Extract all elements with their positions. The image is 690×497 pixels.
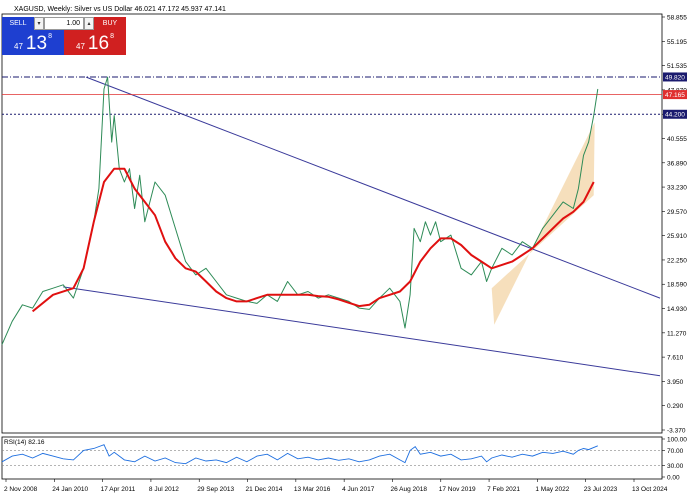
x-tick-label: 26 Aug 2018 [390, 486, 427, 493]
trendline-1 [85, 76, 661, 299]
buy-price-prefix: 47 [76, 42, 85, 51]
y-tick-label: 22.250 [667, 257, 687, 264]
y-tick-label: 25.910 [667, 233, 687, 240]
rsi-label: RSI(14) 82.16 [4, 439, 45, 446]
price-label-box [663, 90, 687, 100]
y-tick-label: 14.930 [667, 306, 687, 313]
y-tick-label: 40.555 [667, 136, 687, 143]
rsi-y-tick-label: 100.00 [667, 437, 687, 444]
x-tick-label: 2 Nov 2008 [4, 486, 38, 493]
price-line [1, 76, 599, 345]
buy-price-pips: 16 [87, 33, 110, 54]
price-label-box [663, 109, 687, 119]
sell-price-pips: 13 [25, 33, 48, 54]
rising-channel-area [491, 122, 595, 325]
x-tick-label: 17 Apr 2011 [101, 486, 136, 493]
buy-price-button[interactable]: 47 16 8 [64, 30, 126, 55]
rsi-y-tick-label: 30.00 [667, 463, 684, 470]
x-tick-label: 17 Nov 2019 [439, 486, 476, 493]
sell-price-prefix: 47 [14, 42, 23, 51]
x-tick-label: 13 Oct 2024 [632, 486, 668, 493]
lot-increase-icon[interactable]: ▴ [84, 17, 94, 30]
rsi-line [1, 444, 598, 465]
moving-average-line [31, 167, 595, 313]
buy-button[interactable]: BUY [94, 17, 126, 30]
lot-decrease-icon[interactable]: ▾ [34, 17, 44, 30]
main-plot-frame [1, 13, 663, 434]
y-tick-label: 29.570 [667, 209, 687, 216]
x-tick-label: 7 Feb 2021 [487, 486, 520, 493]
x-tick-label: 8 Jul 2012 [149, 486, 179, 493]
x-tick-label: 4 Jun 2017 [342, 486, 375, 493]
x-tick-label: 29 Sep 2013 [197, 486, 234, 493]
sell-price-button[interactable]: 47 13 8 [2, 30, 64, 55]
sell-price-point: 8 [48, 33, 52, 40]
one-click-trading-panel: SELL ▾ 1.00 ▴ BUY 47 13 8 47 16 8 [2, 17, 126, 55]
buy-price-point: 8 [110, 33, 114, 40]
rsi-y-tick-label: 70.00 [667, 448, 684, 455]
x-tick-label: 1 May 2022 [535, 486, 569, 493]
rsi-plot-frame [1, 436, 663, 480]
trendline-2 [63, 286, 661, 377]
y-tick-label: 36.890 [667, 160, 687, 167]
rsi-y-tick-label: 0.00 [667, 475, 680, 482]
y-tick-label: 7.610 [667, 355, 684, 362]
y-tick-label: 18.590 [667, 282, 687, 289]
x-tick-label: 13 Mar 2016 [294, 486, 331, 493]
y-tick-label: 51.535 [667, 63, 687, 70]
x-tick-label: 24 Jan 2010 [52, 486, 88, 493]
y-tick-label: 55.195 [667, 39, 687, 46]
y-tick-label: 11.270 [667, 330, 687, 337]
y-tick-label: 3.950 [667, 379, 684, 386]
chart-title: XAGUSD, Weekly: Silver vs US Dollar 46.0… [14, 6, 226, 13]
sell-button[interactable]: SELL [2, 17, 34, 30]
price-label-text: 49.820 [665, 74, 685, 81]
x-tick-label: 21 Dec 2014 [246, 486, 283, 493]
y-tick-label: -3.370 [667, 428, 686, 435]
lot-size-input[interactable]: 1.00 [44, 17, 84, 30]
price-label-box [663, 72, 687, 82]
x-tick-label: 23 Jul 2023 [584, 486, 618, 493]
y-tick-label: 0.290 [667, 403, 684, 410]
y-tick-label: 58.855 [667, 15, 687, 22]
price-label-text: 44.200 [665, 112, 685, 119]
y-tick-label: 33.230 [667, 185, 687, 192]
price-label-text: 47.165 [665, 92, 685, 99]
